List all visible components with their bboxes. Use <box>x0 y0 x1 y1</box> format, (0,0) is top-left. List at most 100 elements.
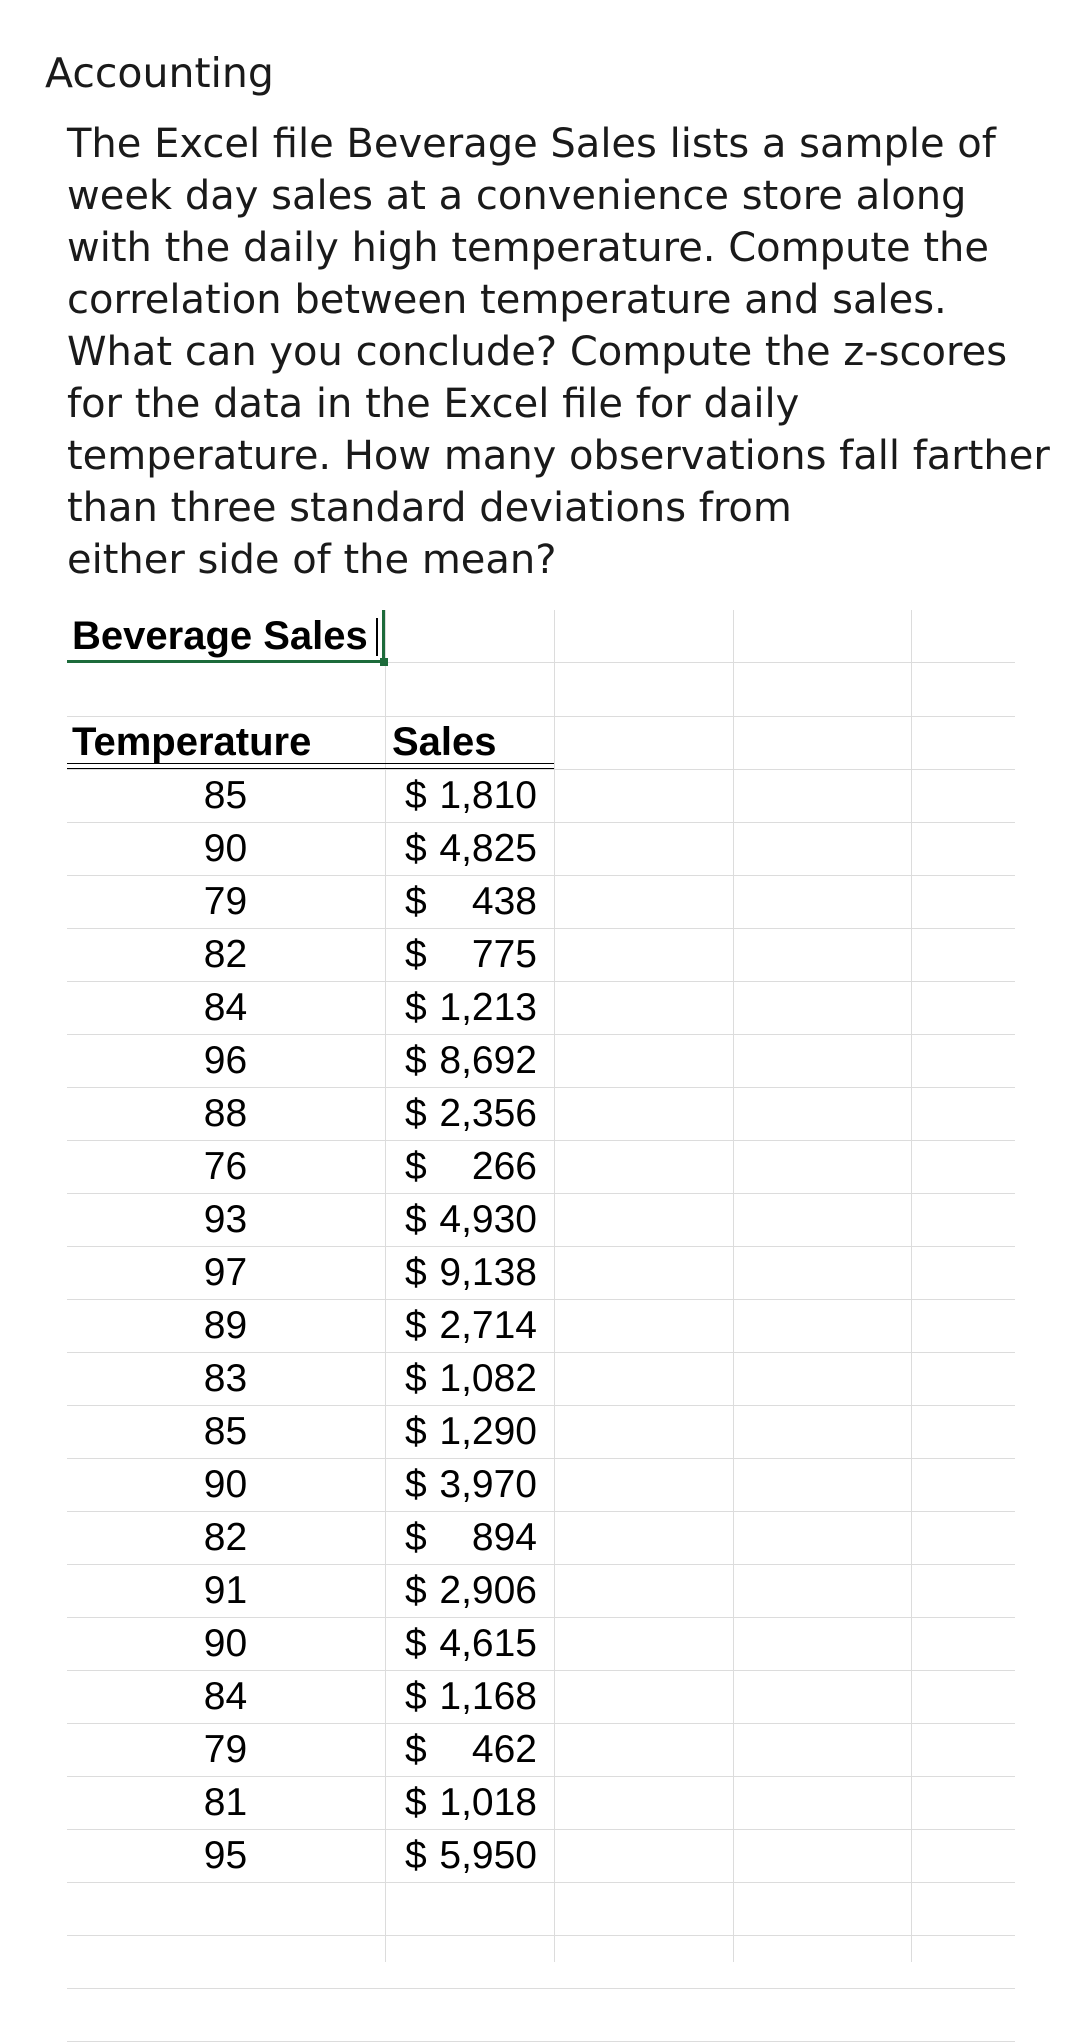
gridline <box>67 1458 1015 1459</box>
table-row: 81 $1,018 <box>0 1776 1080 1829</box>
gridline <box>67 1829 1015 1830</box>
temperature-cell[interactable]: 82 <box>203 933 248 976</box>
temperature-cell[interactable]: 93 <box>203 1198 248 1241</box>
sales-cell[interactable]: 438 <box>471 880 537 923</box>
currency-symbol: $ <box>405 1251 427 1294</box>
currency-symbol: $ <box>405 1728 427 1771</box>
gridline <box>67 1352 1015 1353</box>
currency-symbol: $ <box>405 1781 427 1824</box>
sales-cell[interactable]: 1,290 <box>439 1410 537 1453</box>
table-row: 93 $4,930 <box>0 1193 1080 1246</box>
sales-cell[interactable]: 3,970 <box>439 1463 537 1506</box>
sales-cell[interactable]: 4,825 <box>439 827 537 870</box>
table-row: 82 $775 <box>0 928 1080 981</box>
sales-cell[interactable]: 8,692 <box>439 1039 537 1082</box>
table-row: 83 $1,082 <box>0 1352 1080 1405</box>
temperature-cell[interactable]: 84 <box>203 1675 248 1718</box>
sales-cell[interactable]: 462 <box>471 1728 537 1771</box>
gridline <box>67 769 1015 770</box>
gridline <box>67 1034 1015 1035</box>
gridline <box>67 1617 1015 1618</box>
sales-cell[interactable]: 4,615 <box>439 1622 537 1665</box>
gridline <box>67 1988 1015 1989</box>
gridline <box>67 1776 1015 1777</box>
gridline <box>67 1405 1015 1406</box>
fill-handle[interactable] <box>380 658 388 666</box>
sales-cell[interactable]: 2,356 <box>439 1092 537 1135</box>
temperature-cell[interactable]: 83 <box>203 1357 248 1400</box>
gridline <box>911 610 912 1962</box>
table-row: 79 $462 <box>0 1723 1080 1776</box>
table-row: 96 $8,692 <box>0 1034 1080 1087</box>
temperature-header: Temperature <box>72 720 312 764</box>
selection-border <box>382 610 385 662</box>
sales-cell[interactable]: 1,810 <box>439 774 537 817</box>
currency-symbol: $ <box>405 1198 427 1241</box>
table-row: 85 $1,810 <box>0 769 1080 822</box>
temperature-cell[interactable]: 90 <box>203 1463 248 1506</box>
gridline <box>67 716 1015 717</box>
temperature-cell[interactable]: 95 <box>203 1834 248 1877</box>
gridline <box>67 1246 1015 1247</box>
sales-cell[interactable]: 775 <box>471 933 537 976</box>
temperature-cell[interactable]: 84 <box>203 986 248 1029</box>
gridline <box>67 662 1015 663</box>
question-line: for the data in the Excel file for daily <box>67 381 800 427</box>
gridline <box>67 1670 1015 1671</box>
sales-cell[interactable]: 4,930 <box>439 1198 537 1241</box>
gridline <box>67 1564 1015 1565</box>
currency-symbol: $ <box>405 1622 427 1665</box>
temperature-cell[interactable]: 81 <box>203 1781 248 1824</box>
table-row: 97 $9,138 <box>0 1246 1080 1299</box>
temperature-cell[interactable]: 76 <box>203 1145 248 1188</box>
header-double-underline <box>67 763 554 769</box>
sales-cell[interactable]: 266 <box>471 1145 537 1188</box>
table-row: 84 $1,213 <box>0 981 1080 1034</box>
temperature-cell[interactable]: 88 <box>203 1092 248 1135</box>
sales-cell[interactable]: 2,714 <box>439 1304 537 1347</box>
temperature-cell[interactable]: 79 <box>203 880 248 923</box>
sales-cell[interactable]: 5,950 <box>439 1834 537 1877</box>
temperature-cell[interactable]: 85 <box>203 774 248 817</box>
currency-symbol: $ <box>405 1092 427 1135</box>
sales-cell[interactable]: 1,082 <box>439 1357 537 1400</box>
question-line: correlation between temperature and sale… <box>67 277 947 323</box>
temperature-cell[interactable]: 79 <box>203 1728 248 1771</box>
temperature-cell[interactable]: 96 <box>203 1039 248 1082</box>
sales-cell[interactable]: 1,018 <box>439 1781 537 1824</box>
question-line: What can you conclude? Compute the z-sco… <box>67 329 1008 375</box>
temperature-cell[interactable]: 85 <box>203 1410 248 1453</box>
currency-symbol: $ <box>405 774 427 817</box>
temperature-cell[interactable]: 90 <box>203 1622 248 1665</box>
temperature-cell[interactable]: 89 <box>203 1304 248 1347</box>
subject-title: Accounting <box>45 49 274 97</box>
question-line: temperature. How many observations fall … <box>67 433 1050 479</box>
temperature-cell[interactable]: 91 <box>203 1569 248 1612</box>
question-line: with the daily high temperature. Compute… <box>67 225 989 271</box>
currency-symbol: $ <box>405 933 427 976</box>
gridline <box>67 875 1015 876</box>
sales-cell[interactable]: 1,168 <box>439 1675 537 1718</box>
temperature-cell[interactable]: 97 <box>203 1251 248 1294</box>
temperature-cell[interactable]: 82 <box>203 1516 248 1559</box>
gridline <box>733 610 734 1962</box>
gridline <box>67 1723 1015 1724</box>
sales-cell[interactable]: 9,138 <box>439 1251 537 1294</box>
currency-symbol: $ <box>405 1039 427 1082</box>
gridline <box>67 1882 1015 1883</box>
gridline <box>554 610 555 1962</box>
currency-symbol: $ <box>405 880 427 923</box>
sheet-title-cell[interactable]: Beverage Sales <box>72 614 368 658</box>
currency-symbol: $ <box>405 1304 427 1347</box>
temperature-cell[interactable]: 90 <box>203 827 248 870</box>
sales-cell[interactable]: 1,213 <box>439 986 537 1029</box>
question-line: The Excel file Beverage Sales lists a sa… <box>67 121 996 167</box>
currency-symbol: $ <box>405 986 427 1029</box>
sales-cell[interactable]: 2,906 <box>439 1569 537 1612</box>
question-line: than three standard deviations from <box>67 485 792 531</box>
sales-header: Sales <box>392 720 497 764</box>
table-row: 90 $4,615 <box>0 1617 1080 1670</box>
gridline <box>67 1087 1015 1088</box>
sales-cell[interactable]: 894 <box>471 1516 537 1559</box>
gridline <box>67 1193 1015 1194</box>
